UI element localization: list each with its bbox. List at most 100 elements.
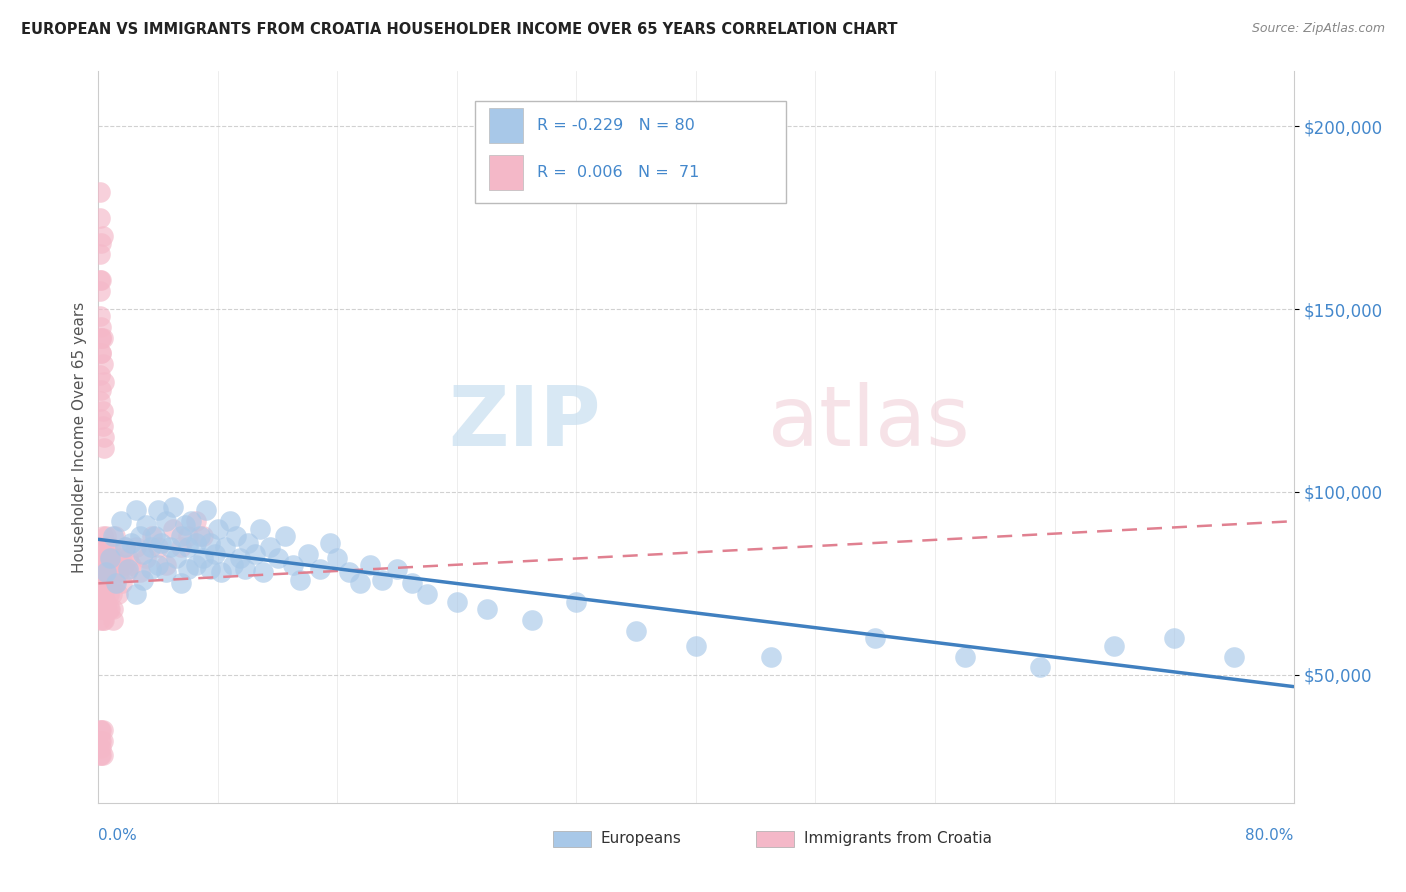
Point xyxy=(209,566,232,580)
Point xyxy=(148,558,170,573)
Point xyxy=(90,540,112,554)
Point xyxy=(446,594,468,608)
Point xyxy=(204,547,226,561)
Point xyxy=(96,602,118,616)
Point xyxy=(148,540,170,554)
Point xyxy=(200,562,222,576)
Point xyxy=(96,550,118,565)
Point xyxy=(319,536,342,550)
Point xyxy=(91,558,114,573)
Point xyxy=(129,566,152,580)
Point xyxy=(117,562,139,576)
Point xyxy=(90,273,112,287)
Point xyxy=(103,602,125,616)
Point xyxy=(94,576,117,591)
Point xyxy=(177,540,200,554)
Point xyxy=(150,536,173,550)
Point xyxy=(89,284,111,298)
Point xyxy=(93,375,115,389)
Point xyxy=(188,529,211,543)
Point xyxy=(233,562,256,576)
Point xyxy=(169,529,191,543)
Point xyxy=(371,573,394,587)
Point xyxy=(89,368,111,382)
Point xyxy=(125,540,148,554)
Point xyxy=(90,383,112,397)
Point xyxy=(139,562,162,576)
Point xyxy=(236,536,259,550)
Point xyxy=(91,723,114,737)
Point xyxy=(865,632,887,646)
Point xyxy=(267,550,290,565)
Bar xyxy=(756,830,794,847)
Point xyxy=(97,587,120,601)
Point xyxy=(91,331,114,345)
Point xyxy=(103,529,125,543)
Point xyxy=(169,576,191,591)
Point xyxy=(91,357,114,371)
Point xyxy=(90,740,112,755)
Text: Source: ZipAtlas.com: Source: ZipAtlas.com xyxy=(1251,22,1385,36)
Point xyxy=(184,558,207,573)
Point xyxy=(97,550,120,565)
Point xyxy=(214,540,236,554)
Point xyxy=(93,613,115,627)
Point xyxy=(626,624,648,638)
Point xyxy=(93,587,115,601)
Point xyxy=(90,411,112,425)
Point xyxy=(90,594,112,608)
Point xyxy=(174,517,197,532)
Point xyxy=(90,573,112,587)
Point xyxy=(135,550,157,565)
Point xyxy=(90,331,112,345)
Text: R =  0.006   N =  71: R = 0.006 N = 71 xyxy=(537,165,699,180)
Point xyxy=(90,550,112,565)
Text: EUROPEAN VS IMMIGRANTS FROM CROATIA HOUSEHOLDER INCOME OVER 65 YEARS CORRELATION: EUROPEAN VS IMMIGRANTS FROM CROATIA HOUS… xyxy=(21,22,897,37)
Point xyxy=(139,540,162,554)
Point xyxy=(89,748,111,763)
Point xyxy=(89,613,111,627)
Point xyxy=(1028,660,1050,674)
Point xyxy=(416,587,439,601)
Point xyxy=(98,550,122,565)
Point xyxy=(114,540,136,554)
Point xyxy=(110,514,132,528)
Point xyxy=(111,576,134,591)
Point xyxy=(96,566,118,580)
Point xyxy=(249,521,271,535)
Point xyxy=(155,566,177,580)
Text: Europeans: Europeans xyxy=(600,831,682,847)
Point xyxy=(89,273,111,287)
Point xyxy=(195,503,218,517)
Point xyxy=(91,566,114,580)
Point xyxy=(98,540,122,554)
Point xyxy=(104,576,127,591)
Point xyxy=(165,550,187,565)
Point xyxy=(90,331,112,345)
Point xyxy=(101,558,124,573)
Point xyxy=(103,613,125,627)
Point xyxy=(90,602,112,616)
Point xyxy=(565,594,588,608)
Point xyxy=(120,558,142,573)
Point xyxy=(91,613,114,627)
Point xyxy=(326,550,349,565)
Point xyxy=(953,649,976,664)
Point xyxy=(184,536,207,550)
Point xyxy=(222,558,245,573)
Point xyxy=(245,547,267,561)
Point xyxy=(155,514,177,528)
Point xyxy=(91,573,114,587)
Point xyxy=(91,576,114,591)
Point xyxy=(91,404,114,418)
Point xyxy=(97,566,120,580)
Point xyxy=(143,529,166,543)
Point xyxy=(1104,639,1126,653)
Point xyxy=(90,748,112,763)
Point xyxy=(401,576,423,591)
Bar xyxy=(489,154,523,190)
Point xyxy=(225,529,247,543)
Point xyxy=(89,587,111,601)
Point xyxy=(94,573,117,587)
Point xyxy=(349,576,371,591)
